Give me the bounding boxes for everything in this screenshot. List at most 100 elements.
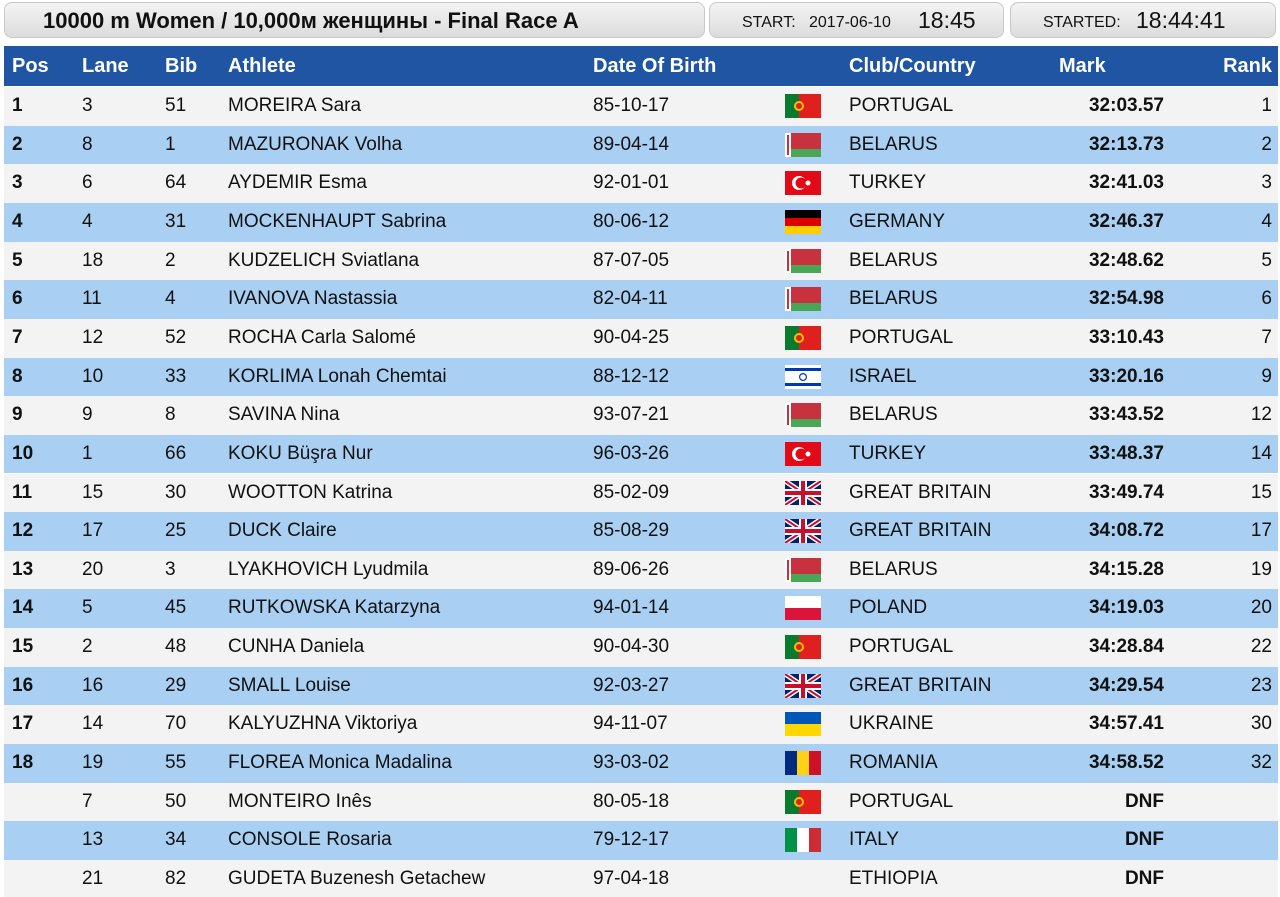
cell-text: 1: [82, 442, 93, 464]
cell-text: BELARUS: [849, 558, 938, 580]
pos: 1: [12, 95, 23, 116]
cell-text: 51: [165, 95, 187, 116]
mark: 32:41.03: [1088, 172, 1164, 194]
cell-text: MOREIRA Sara: [228, 95, 362, 116]
cell-text: 90-04-30: [593, 636, 670, 658]
flag-icon: [785, 673, 821, 698]
pos: 2: [12, 133, 23, 155]
flag-icon: [785, 209, 821, 234]
start-box: START: 2017-06-10 18:45: [709, 2, 1004, 38]
cell-text: 20: [1250, 597, 1272, 619]
column-header: Rank: [1223, 55, 1272, 77]
flag-icon: [785, 789, 821, 814]
flag-icon: [785, 325, 821, 350]
cell-text: BELARUS: [849, 288, 938, 310]
flag-icon: [785, 132, 821, 157]
pos: 10: [12, 442, 34, 464]
cell-text: 1: [1261, 95, 1272, 116]
mark: 32:46.37: [1088, 210, 1164, 232]
cell-text: 3: [82, 95, 93, 116]
cell-text: 30: [165, 481, 187, 503]
cell-text: 82-04-11: [593, 288, 668, 310]
cell-text: 96-03-26: [593, 442, 670, 464]
flag-icon: [785, 171, 821, 196]
flag-icon: [785, 596, 821, 621]
cell-text: TURKEY: [849, 442, 927, 464]
cell-text: TURKEY: [849, 172, 927, 194]
cell-text: 16: [82, 674, 104, 696]
cell-text: 33: [165, 365, 187, 387]
cell-text: 4: [82, 210, 93, 232]
flag-icon: [785, 751, 821, 776]
cell-text: ITALY: [849, 829, 899, 851]
cell-text: CONSOLE Rosaria: [228, 829, 392, 851]
pos: 17: [12, 713, 34, 735]
cell-text: 88-12-12: [593, 365, 670, 387]
cell-text: ROCHA Carla Salomé: [228, 326, 416, 348]
cell-text: 2: [165, 249, 176, 271]
mark: 34:08.72: [1088, 520, 1164, 542]
mark: 32:54.98: [1088, 288, 1164, 310]
cell-text: MAZURONAK Volha: [228, 133, 403, 155]
table-row: 7 50 MONTEIRO Inês 80-05-18 PORTUGAL DNF: [4, 782, 1278, 822]
started-time: 18:44:41: [1136, 7, 1226, 33]
column-header: Date Of Birth: [593, 55, 717, 77]
cell-text: 5: [82, 597, 93, 619]
cell-text: ROMANIA: [849, 752, 938, 774]
cell-text: 48: [165, 636, 187, 658]
mark: 33:10.43: [1088, 326, 1164, 348]
cell-text: 2: [1261, 133, 1272, 155]
cell-text: 30: [1250, 713, 1272, 735]
column-header: Lane: [82, 55, 129, 77]
cell-text: 12: [1250, 404, 1272, 426]
mark: 34:15.28: [1088, 558, 1164, 580]
cell-text: 97-04-18: [593, 868, 670, 889]
table-row: 2 8 1 MAZURONAK Volha 89-04-14 BELARUS 32:13.7…: [4, 125, 1278, 165]
table-row: 18 19 55 FLOREA Monica Madalina 93-03-02 ROMA…: [4, 744, 1278, 783]
cell-text: 8: [82, 133, 93, 155]
cell-text: UKRAINE: [849, 713, 934, 735]
table-row: 17 14 70 KALYUZHNA Viktoriya 94-11-07 UKRAINE…: [4, 705, 1278, 745]
cell-text: 89-04-14: [593, 133, 670, 155]
cell-text: 12: [82, 326, 104, 348]
cell-text: 85-08-29: [593, 520, 670, 542]
table-row: 11 15 30 WOOTTON Katrina 85-02-09 GREAT BRITA…: [4, 473, 1278, 513]
pos: 3: [12, 172, 23, 194]
cell-text: 45: [165, 597, 187, 619]
cell-text: 13: [82, 829, 104, 851]
mark: 33:43.52: [1088, 404, 1164, 426]
pos: 9: [12, 404, 23, 426]
cell-text: MOCKENHAUPT Sabrina: [228, 210, 447, 232]
cell-text: 66: [165, 442, 187, 464]
cell-text: 93-07-21: [593, 404, 670, 426]
table-row: 12 17 25 DUCK Claire 85-08-29 GREAT BRITAIN 34…: [4, 512, 1278, 551]
cell-text: 6: [1261, 288, 1272, 310]
column-header: Bib: [165, 55, 198, 77]
cell-text: 1: [165, 133, 176, 155]
table-row: 21 82 GUDETA Buzenesh Getachew 97-04-18 ETHI…: [4, 860, 1278, 897]
table-header: Pos Lane Bib Athlete Date Of Birth Club/Count…: [4, 46, 1278, 86]
title-box: 10000 m Women / 10,000м женщины - Final …: [4, 2, 705, 38]
mark: 33:49.74: [1088, 481, 1164, 503]
column-header: Pos: [12, 55, 49, 77]
flag-icon: [785, 635, 821, 660]
cell-text: 92-03-27: [593, 674, 670, 696]
table-row: 8 10 33 KORLIMA Lonah Chemtai 88-12-12 ISRAEL…: [4, 357, 1278, 397]
cell-text: 89-06-26: [593, 558, 670, 580]
table-row: 16 16 29 SMALL Louise 92-03-27 GREAT BRITAIN 3…: [4, 666, 1278, 706]
pos: 12: [12, 520, 34, 542]
cell-text: 2: [82, 636, 93, 658]
cell-text: 15: [82, 481, 104, 503]
cell-text: 18: [82, 249, 104, 271]
column-header: Mark: [1059, 55, 1106, 77]
pos: 6: [12, 288, 23, 310]
cell-text: 32: [1250, 752, 1272, 774]
cell-text: IVANOVA Nastassia: [228, 288, 398, 310]
cell-text: 94-01-14: [593, 597, 670, 619]
pos: 7: [12, 326, 23, 348]
cell-text: BELARUS: [849, 249, 938, 271]
cell-text: 29: [165, 674, 187, 696]
table-row: 15 2 48 CUNHA Daniela 90-04-30 PORTUGAL 34:28.…: [4, 628, 1278, 667]
cell-text: PORTUGAL: [849, 95, 954, 116]
cell-text: 3: [165, 558, 176, 580]
